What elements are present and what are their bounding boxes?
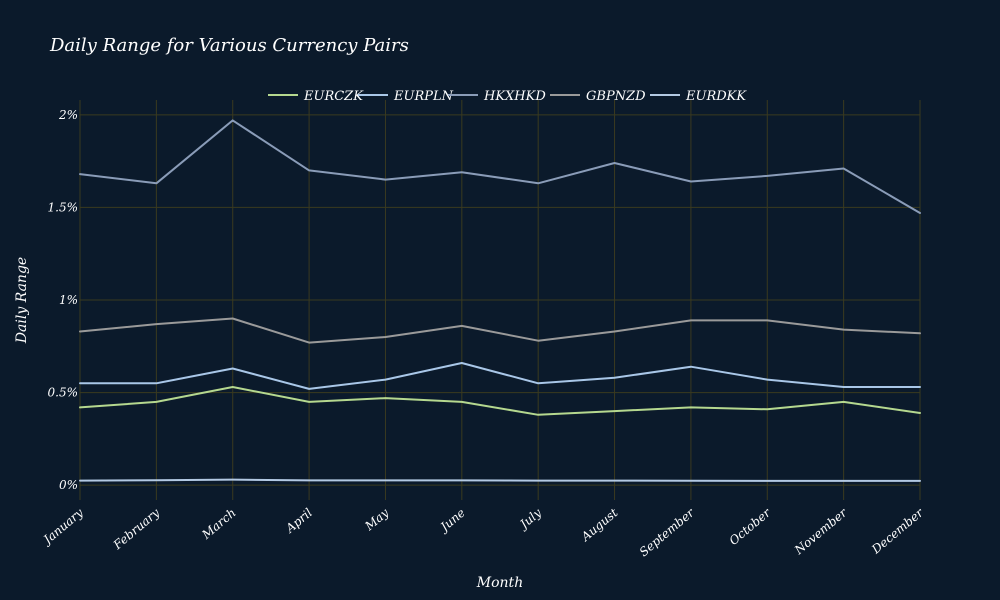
x-axis-ticks: January February March April May June July Augu… xyxy=(39,505,927,559)
chart-title: Daily Range for Various Currency Pairs xyxy=(49,35,409,56)
series-line-eurczk xyxy=(79,386,921,416)
legend-item-eurczk[interactable]: EURCZK xyxy=(268,89,364,104)
legend-label: EURDKK xyxy=(685,89,747,104)
series-line-gbpnzd xyxy=(79,317,921,344)
y-tick-label: 1.5% xyxy=(48,200,79,214)
legend: EURCZK EURPLN HKXHKD GBPNZD EURDKK xyxy=(268,89,747,104)
legend-label: HKXHKD xyxy=(483,89,546,104)
y-axis-title: Daily Range xyxy=(14,257,30,344)
series-lines xyxy=(79,119,921,482)
x-tick-label: October xyxy=(727,505,775,548)
x-tick-label: April xyxy=(282,505,315,536)
x-tick-label: March xyxy=(199,506,239,543)
y-tick-label: 0% xyxy=(59,478,78,492)
x-tick-label: June xyxy=(435,506,467,536)
legend-item-hkxhkd[interactable]: HKXHKD xyxy=(448,89,546,104)
legend-item-gbpnzd[interactable]: GBPNZD xyxy=(550,89,646,104)
x-tick-label: May xyxy=(362,505,392,533)
x-tick-label: December xyxy=(868,505,927,557)
x-axis-title: Month xyxy=(476,575,523,591)
x-tick-label: November xyxy=(791,505,850,558)
legend-label: GBPNZD xyxy=(586,89,646,104)
series-line-eurpln xyxy=(79,362,921,390)
y-tick-label: 2% xyxy=(58,108,78,122)
legend-label: EURPLN xyxy=(393,89,454,104)
x-tick-label: February xyxy=(110,505,163,552)
x-tick-label: July xyxy=(515,505,544,533)
x-tick-label: January xyxy=(39,505,87,548)
series-line-eurdkk xyxy=(79,478,921,482)
y-tick-label: 1% xyxy=(59,293,78,307)
legend-item-eurpln[interactable]: EURPLN xyxy=(358,89,454,104)
grid xyxy=(79,100,921,500)
legend-label: EURCZK xyxy=(303,89,364,104)
legend-item-eurdkk[interactable]: EURDKK xyxy=(650,89,747,104)
series-line-hkxhkd xyxy=(79,119,921,214)
x-tick-label: August xyxy=(578,505,621,544)
y-tick-label: 0.5% xyxy=(48,386,79,400)
y-axis-ticks: 0% 0.5% 1% 1.5% 2% xyxy=(48,108,79,492)
x-tick-label: September xyxy=(637,505,698,559)
